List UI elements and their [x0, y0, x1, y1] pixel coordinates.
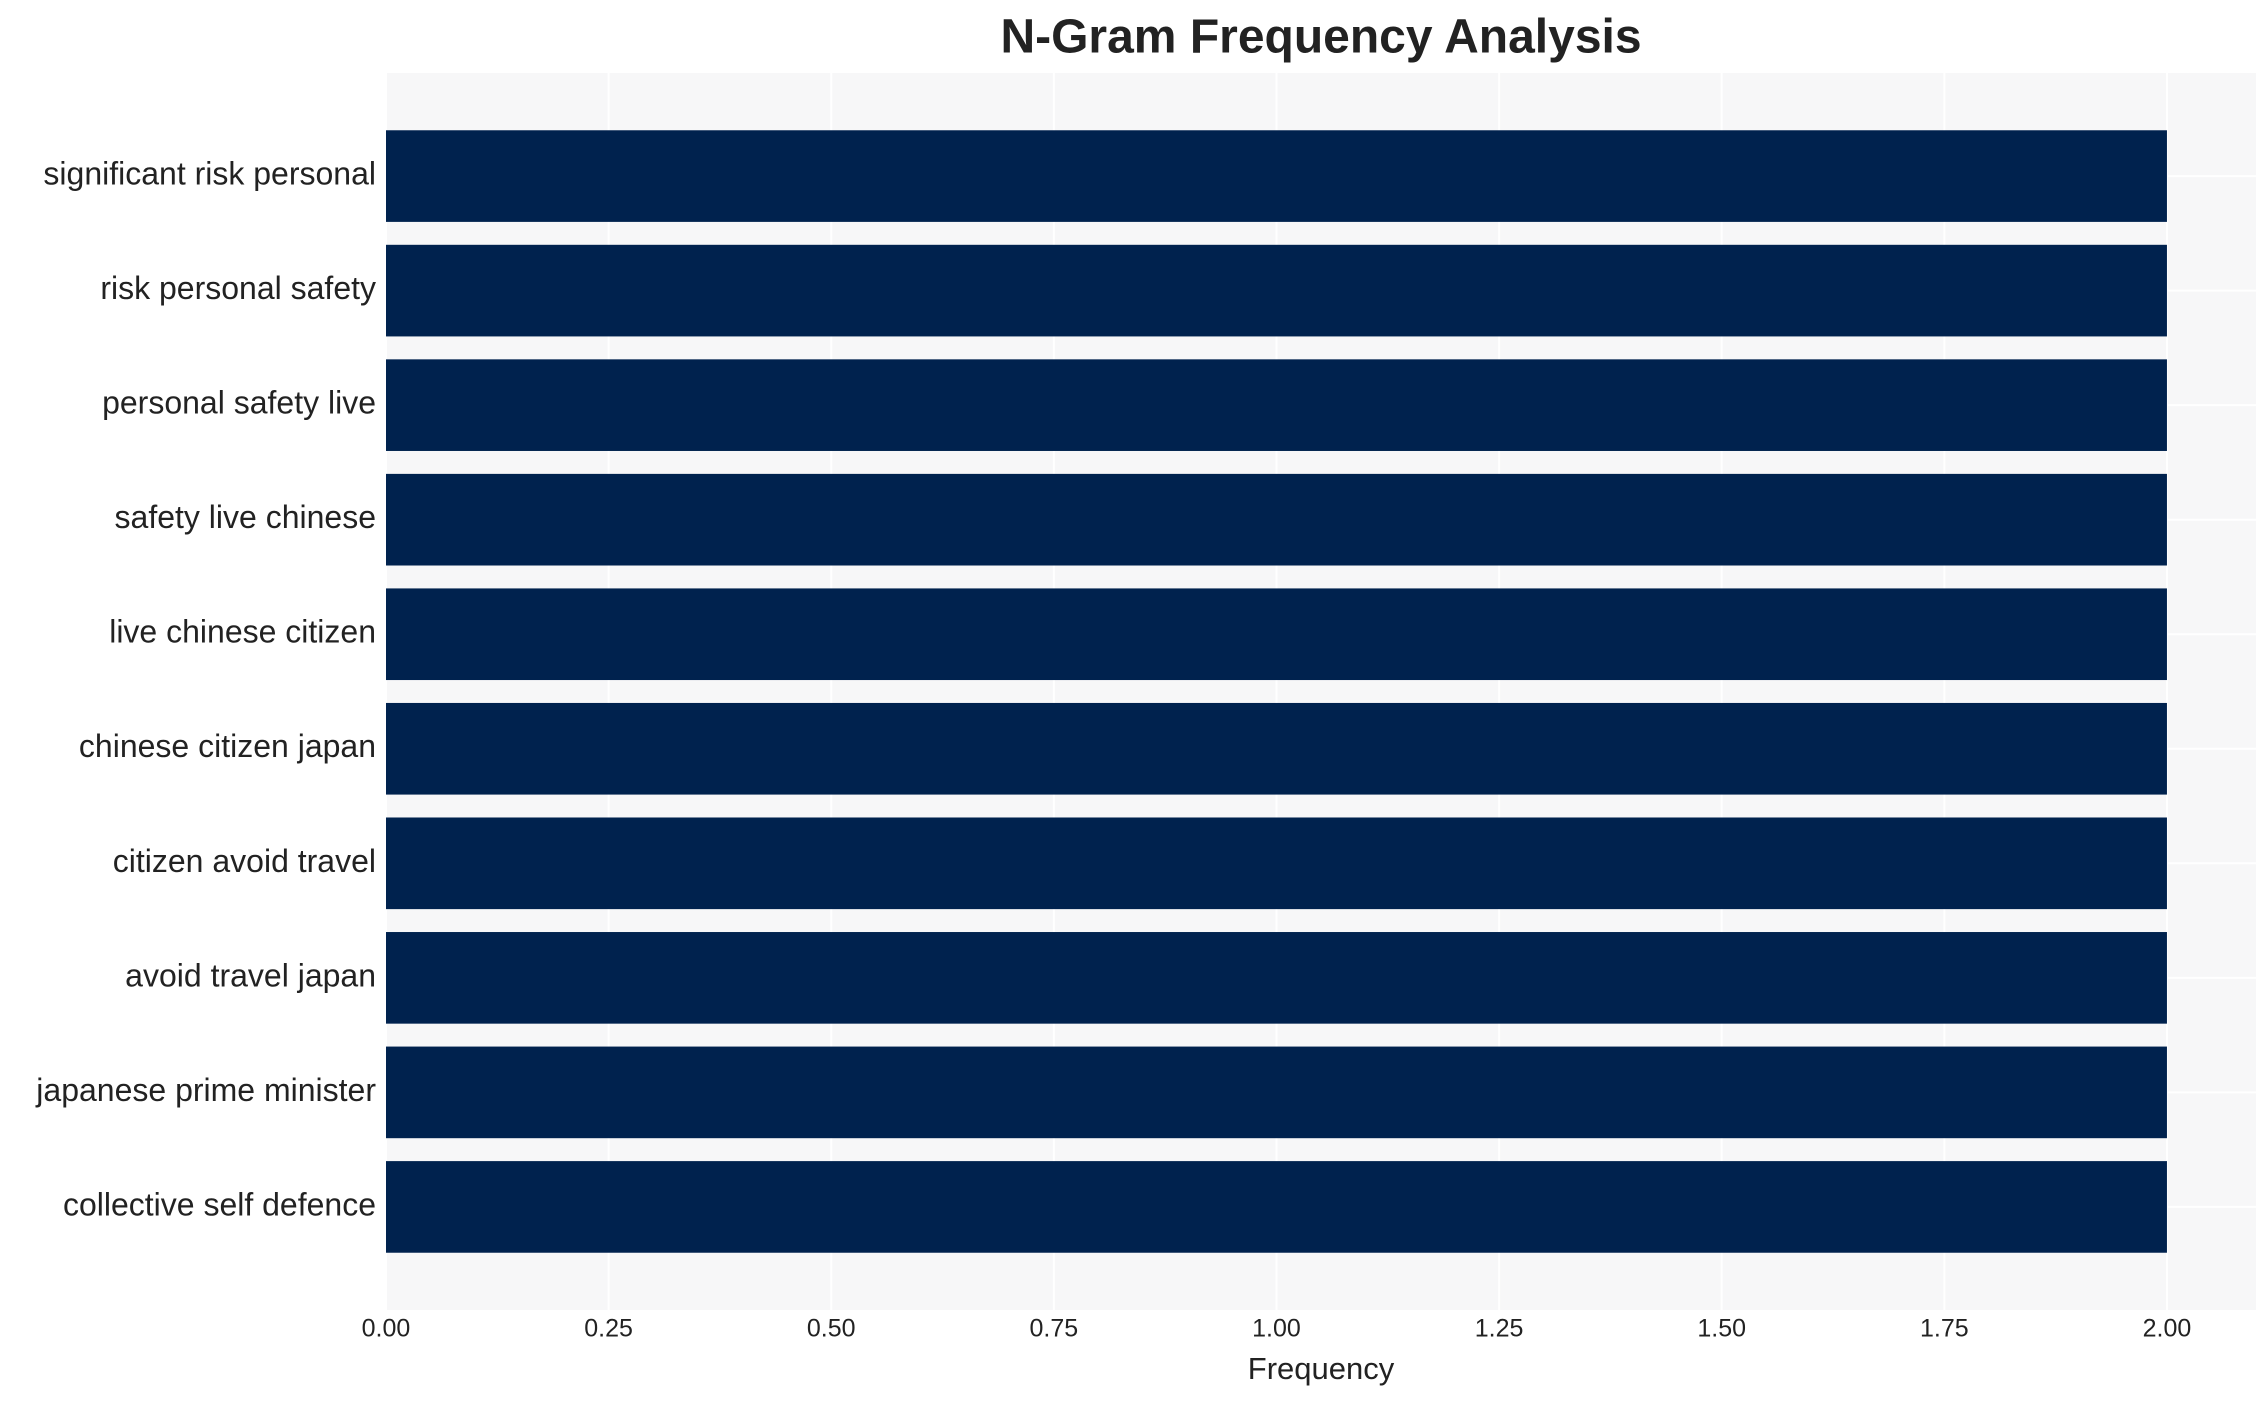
x-tick-label: 0.75: [1030, 1315, 1079, 1343]
y-tick-label: significant risk personal: [43, 156, 376, 192]
bar: [386, 1161, 2167, 1253]
bar: [386, 817, 2167, 910]
y-tick-label: avoid travel japan: [125, 957, 376, 993]
y-tick-label: citizen avoid travel: [113, 843, 376, 879]
bar: [386, 1046, 2167, 1139]
x-tick-label: 1.50: [1697, 1315, 1746, 1343]
y-tick-label: collective self defence: [63, 1186, 376, 1222]
x-tick-label: 0.50: [807, 1315, 856, 1343]
y-tick-label: safety live chinese: [115, 499, 376, 535]
x-tick-label: 0.25: [584, 1315, 633, 1343]
bar: [386, 588, 2167, 681]
bar: [386, 130, 2167, 222]
bar: [386, 359, 2167, 451]
bar: [386, 473, 2167, 566]
y-tick-label: chinese citizen japan: [79, 728, 376, 764]
bar: [386, 932, 2167, 1024]
chart-title: N-Gram Frequency Analysis: [1000, 11, 1641, 64]
y-tick-label: japanese prime minister: [35, 1072, 376, 1108]
x-tick-label: 2.00: [2143, 1315, 2192, 1343]
x-tick-label: 1.00: [1252, 1315, 1301, 1343]
x-tick-label: 0.00: [362, 1315, 411, 1343]
x-tick-label: 1.25: [1475, 1315, 1524, 1343]
x-axis-label: Frequency: [1248, 1351, 1395, 1386]
bar: [386, 702, 2167, 795]
x-tick-label: 1.75: [1920, 1315, 1969, 1343]
y-tick-label: live chinese citizen: [109, 614, 376, 650]
y-tick-label: personal safety live: [102, 385, 376, 421]
bar: [386, 244, 2167, 337]
y-tick-label: risk personal safety: [100, 270, 376, 306]
